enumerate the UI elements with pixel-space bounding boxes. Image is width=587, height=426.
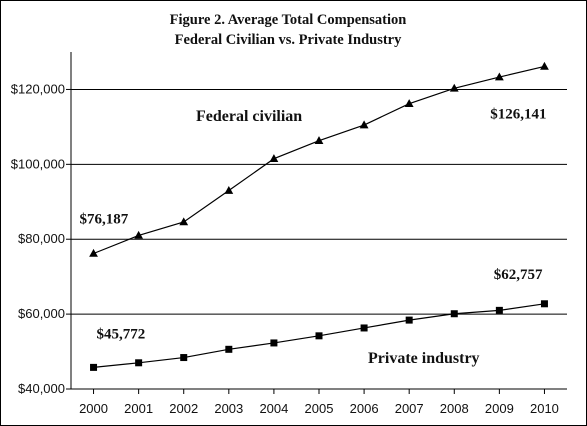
x-tick-label: 2009 <box>485 401 514 416</box>
data-label-2: $45,772 <box>97 326 146 342</box>
private-industry-marker <box>135 359 143 367</box>
x-tick-label: 2006 <box>350 401 379 416</box>
x-tick-label: 2001 <box>124 401 153 416</box>
y-tick-label: $80,000 <box>18 231 65 246</box>
x-tick-label: 2000 <box>79 401 108 416</box>
private-industry-marker <box>270 339 278 347</box>
chart-title-line-1: Figure 2. Average Total Compensation <box>170 12 407 28</box>
private-industry-marker <box>540 300 548 308</box>
x-tick-label: 2002 <box>169 401 198 416</box>
federal-civilian-marker <box>89 248 98 257</box>
series-label-federal-civilian: Federal civilian <box>196 108 302 125</box>
private-industry-marker <box>90 363 98 371</box>
series-label-private-industry: Private industry <box>368 350 480 367</box>
federal-civilian-marker <box>224 185 234 194</box>
federal-civilian-marker <box>494 72 504 81</box>
federal-civilian-marker <box>179 217 189 226</box>
x-tick-label: 2008 <box>440 401 469 416</box>
x-tick-label: 2005 <box>305 401 334 416</box>
y-tick-label: $60,000 <box>18 306 65 321</box>
gridlines <box>71 88 567 315</box>
private-industry-marker <box>180 354 188 362</box>
federal-civilian-marker <box>269 154 279 163</box>
federal-civilian-line <box>93 65 545 255</box>
federal-civilian-marker <box>449 83 459 92</box>
federal-civilian-marker <box>134 230 144 239</box>
data-label-0: $76,187 <box>80 211 129 227</box>
federal-civilian-marker <box>540 61 549 70</box>
private-industry-marker <box>405 316 413 324</box>
federal-civilian-marker <box>314 136 324 145</box>
x-tick-label: 2010 <box>530 401 559 416</box>
data-series <box>89 61 549 371</box>
private-industry-marker <box>315 332 323 340</box>
y-tick-label: $120,000 <box>11 81 65 96</box>
chart-title-line-2: Federal Civilian vs. Private Industry <box>175 32 403 48</box>
x-tick-label: 2004 <box>259 401 288 416</box>
data-label-3: $62,757 <box>494 267 543 283</box>
tick-labels: $40,000 $60,000 $80,000 $100,000 $120,000 200… <box>11 81 559 416</box>
y-tick-label: $40,000 <box>18 381 65 396</box>
private-industry-marker <box>450 310 458 318</box>
x-tick-label: 2003 <box>214 401 243 416</box>
private-industry-marker <box>225 345 233 353</box>
federal-civilian-marker <box>404 99 414 107</box>
chart-labels: Federal civilian Private industry $76,187 $… <box>80 106 547 367</box>
private-industry-marker <box>495 306 503 314</box>
federal-civilian-marker <box>359 120 369 129</box>
y-tick-label: $100,000 <box>11 156 65 171</box>
private-industry-marker <box>360 324 368 332</box>
x-tick-label: 2007 <box>395 401 424 416</box>
data-label-1: $126,141 <box>490 106 546 122</box>
